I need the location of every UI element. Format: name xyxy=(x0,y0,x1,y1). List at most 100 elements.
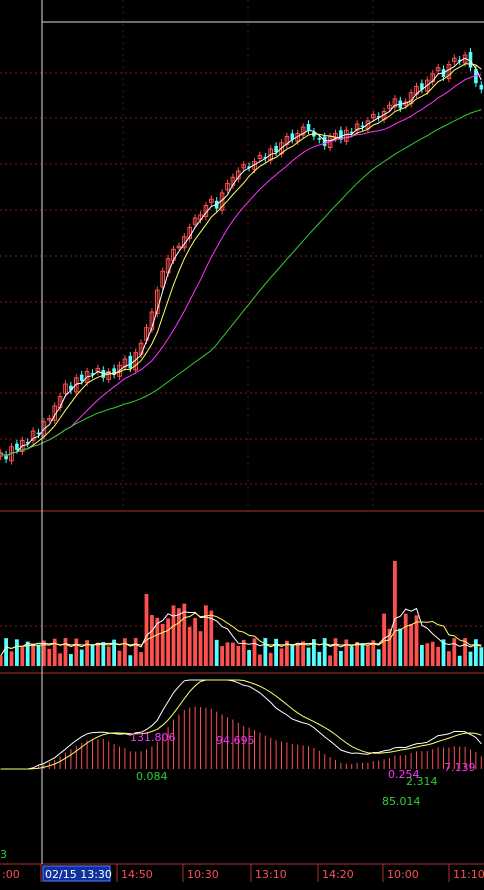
volume-bar xyxy=(366,645,370,666)
candle-body xyxy=(425,79,430,92)
candle-body xyxy=(344,129,349,142)
time-axis-label: 10:30 xyxy=(187,868,219,881)
volume-bar xyxy=(214,639,219,666)
time-axis-label: 10:00 xyxy=(387,868,419,881)
volume-bar xyxy=(106,646,111,666)
macd-annotation: 85.014 xyxy=(382,795,421,808)
volume-bar xyxy=(295,643,300,666)
volume-bar xyxy=(425,643,430,666)
volume-bar xyxy=(25,641,30,666)
volume-bar xyxy=(290,644,295,666)
volume-bar xyxy=(204,605,208,666)
volume-bar xyxy=(117,650,122,666)
volume-bar xyxy=(58,653,62,666)
ma-line-14 xyxy=(0,74,482,457)
volume-bar xyxy=(285,640,289,666)
time-axis-label: 11:10 xyxy=(453,868,484,881)
volume-bar xyxy=(236,645,241,666)
time-axis-label: :00 xyxy=(2,868,20,881)
volume-bar xyxy=(15,639,19,666)
macd-annotation: 7.139 xyxy=(444,761,476,774)
candle-body xyxy=(69,385,73,391)
volume-bar xyxy=(306,647,311,666)
volume-bar xyxy=(79,649,84,666)
volume-bar xyxy=(436,646,440,666)
candle-body xyxy=(322,136,327,146)
candle-body xyxy=(4,454,8,460)
candle-body xyxy=(457,59,462,62)
time-axis-label: 02/15 13:30 xyxy=(45,868,112,881)
candle-body xyxy=(15,443,19,450)
time-axis-label: 14:50 xyxy=(121,868,153,881)
candle-body xyxy=(387,104,392,109)
volume-bar xyxy=(193,617,197,666)
volume-bar xyxy=(155,617,160,666)
candle-body xyxy=(446,63,452,80)
candle-body xyxy=(290,133,295,140)
candle-body xyxy=(160,270,165,288)
volume-bar xyxy=(322,638,327,666)
volume-ma-line xyxy=(0,612,482,657)
volume-bar xyxy=(63,638,68,666)
candle-body xyxy=(79,374,84,381)
candle-body xyxy=(112,368,116,375)
volume-bar xyxy=(360,643,365,666)
volume-bar xyxy=(150,615,154,666)
volume-bar xyxy=(74,638,79,666)
macd-annotation: 94.695 xyxy=(216,734,255,747)
volume-bar xyxy=(371,640,376,666)
volume-bar xyxy=(441,639,446,666)
candle-body xyxy=(155,289,160,315)
candle-body xyxy=(392,98,398,108)
candle-body xyxy=(106,371,112,380)
candle-body xyxy=(30,430,36,441)
candle-body xyxy=(306,124,311,131)
candle-body xyxy=(339,130,343,140)
volume-bar xyxy=(187,626,192,666)
candle-body xyxy=(468,51,473,68)
time-axis-selected-box xyxy=(42,865,111,882)
candle-body xyxy=(209,198,214,203)
candle-body xyxy=(20,439,25,452)
volume-bar xyxy=(182,603,187,666)
ma-line-3 xyxy=(0,57,482,457)
candle-body xyxy=(354,123,360,131)
volume-bar xyxy=(463,638,467,666)
candle-body xyxy=(192,217,198,225)
candle-body xyxy=(452,57,457,62)
macd-annotation: 0.084 xyxy=(136,770,168,783)
volume-bar xyxy=(333,638,338,666)
candle-body xyxy=(257,154,263,159)
macd-annotation: 3 xyxy=(0,848,7,861)
volume-bar xyxy=(90,645,95,666)
volume-bar xyxy=(301,641,305,666)
candle-body xyxy=(176,245,182,249)
volume-bar xyxy=(274,638,278,666)
volume-bar xyxy=(112,639,116,666)
volume-bar xyxy=(414,615,419,666)
volume-bar xyxy=(403,613,408,666)
ma-line-40 xyxy=(0,109,482,457)
price-grid xyxy=(0,0,484,511)
volume-bar xyxy=(4,638,8,666)
volume-bar xyxy=(69,654,73,666)
volume-bar xyxy=(312,639,316,666)
volume-panel xyxy=(0,561,484,666)
volume-bar xyxy=(47,648,52,666)
candle-body xyxy=(263,156,268,159)
volume-bar xyxy=(420,645,424,666)
volume-bar xyxy=(198,631,203,666)
macd-line xyxy=(0,679,482,770)
volume-bar xyxy=(268,652,273,666)
volume-bar xyxy=(452,638,457,666)
volume-bar xyxy=(339,650,343,666)
volume-bar xyxy=(247,650,251,666)
ma-line-6 xyxy=(0,63,482,457)
macd-annotation: 0.254 xyxy=(388,768,420,781)
volume-ma-line xyxy=(0,607,482,657)
volume-bar xyxy=(474,639,478,666)
volume-bar xyxy=(252,638,257,666)
candle-body xyxy=(90,373,95,375)
